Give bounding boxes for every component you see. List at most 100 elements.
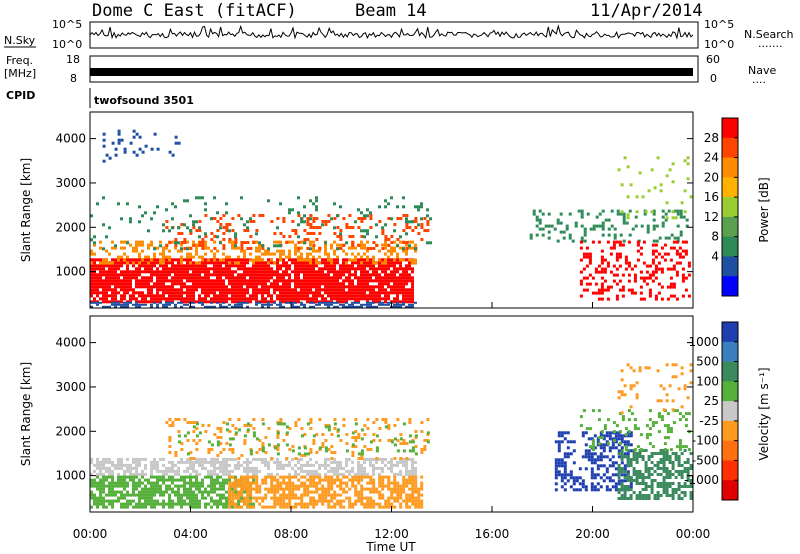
heatmap-cell (159, 297, 162, 301)
heatmap-cell (414, 487, 418, 491)
heatmap-cell (659, 449, 663, 452)
heatmap-cell (600, 282, 604, 286)
heatmap-cell (360, 255, 363, 259)
heatmap-cell (108, 469, 111, 473)
heatmap-cell (363, 469, 366, 473)
heatmap-cell (559, 230, 563, 234)
heatmap-cell (210, 297, 213, 301)
heatmap-cell (426, 433, 430, 436)
heatmap-cell (381, 487, 385, 491)
heatmap-cell (372, 297, 375, 301)
heatmap-cell (279, 279, 282, 283)
heatmap-cell (592, 224, 596, 228)
heatmap-cell (330, 270, 333, 274)
heatmap-cell (153, 493, 156, 497)
heatmap-cell (598, 212, 602, 216)
heatmap-cell (117, 141, 121, 145)
heatmap-cell (297, 496, 301, 500)
heatmap-cell (387, 481, 391, 485)
heatmap-cell (93, 484, 96, 488)
heatmap-cell (153, 481, 156, 485)
heatmap-cell (597, 418, 601, 422)
heatmap-cell (243, 261, 246, 265)
heatmap-cell (333, 240, 336, 244)
heatmap-cell (186, 279, 189, 283)
heatmap-cell (216, 249, 219, 253)
heatmap-cell (393, 481, 397, 485)
heatmap-cell (123, 472, 126, 476)
heatmap-cell (405, 484, 409, 488)
heatmap-cell (138, 502, 141, 506)
heatmap-cell (252, 279, 255, 283)
heatmap-cell (300, 466, 303, 470)
heatmap-cell (303, 505, 307, 509)
heatmap-cell (408, 297, 411, 301)
heatmap-cell (663, 252, 667, 256)
heatmap-cell (336, 270, 339, 274)
heatmap-cell (276, 279, 279, 283)
heatmap-cell (683, 494, 687, 497)
heatmap-cell (261, 300, 264, 304)
heatmap-cell (282, 294, 285, 298)
heatmap-cell (354, 499, 358, 503)
heatmap-cell (300, 285, 303, 289)
heatmap-cell (541, 212, 545, 216)
heatmap-cell (369, 499, 373, 503)
heatmap-cell (321, 502, 325, 506)
heatmap-cell (366, 418, 370, 421)
heatmap-cell (656, 156, 660, 160)
heatmap-cell (189, 463, 192, 467)
colorbar-tick-label: 4 (711, 249, 719, 263)
heatmap-cell (315, 270, 318, 274)
heatmap-cell (569, 476, 573, 480)
heatmap-cell (333, 493, 337, 497)
heatmap-cell (557, 449, 561, 453)
heatmap-cell (123, 282, 126, 286)
heatmap-cell (201, 244, 205, 247)
heatmap-cell (246, 282, 249, 286)
heatmap-cell (672, 240, 676, 244)
heatmap-cell (324, 223, 328, 226)
heatmap-cell (225, 457, 228, 461)
heatmap-cell (186, 502, 189, 506)
heatmap-cell (303, 463, 306, 467)
heatmap-cell (306, 282, 309, 286)
heatmap-cell (126, 466, 129, 470)
colorbar-segment (722, 401, 738, 422)
heatmap-cell (150, 463, 153, 467)
heatmap-cell (554, 464, 558, 468)
heatmap-cell (318, 303, 321, 306)
heatmap-cell (599, 452, 603, 456)
heatmap-cell (174, 493, 177, 497)
heatmap-cell (255, 301, 258, 304)
heatmap-cell (611, 479, 615, 483)
heatmap-cell (399, 487, 403, 491)
heatmap-cell (414, 226, 418, 229)
heatmap-cell (357, 452, 361, 456)
heatmap-cell (222, 487, 225, 491)
heatmap-cell (342, 244, 346, 247)
heatmap-cell (156, 463, 159, 467)
heatmap-cell (626, 485, 630, 488)
heatmap-cell (93, 496, 96, 500)
heatmap-cell (156, 246, 159, 250)
heatmap-cell (105, 300, 108, 304)
heatmap-cell (321, 270, 324, 274)
heatmap-cell (225, 481, 228, 485)
heatmap-cell (195, 249, 198, 253)
heatmap-cell (351, 466, 354, 470)
heatmap-cell (228, 484, 232, 488)
heatmap-cell (237, 282, 240, 286)
heatmap-cell (669, 276, 673, 280)
heatmap-cell (393, 424, 397, 427)
heatmap-cell (384, 235, 388, 238)
heatmap-cell (288, 276, 291, 280)
heatmap-cell (324, 220, 328, 223)
heatmap-cell (336, 294, 339, 298)
heatmap-cell (357, 305, 360, 308)
heatmap-cell (189, 267, 192, 271)
heatmap-cell (300, 288, 303, 292)
heatmap-cell (366, 229, 369, 233)
heatmap-cell (339, 243, 342, 247)
heatmap-cell (330, 243, 333, 247)
